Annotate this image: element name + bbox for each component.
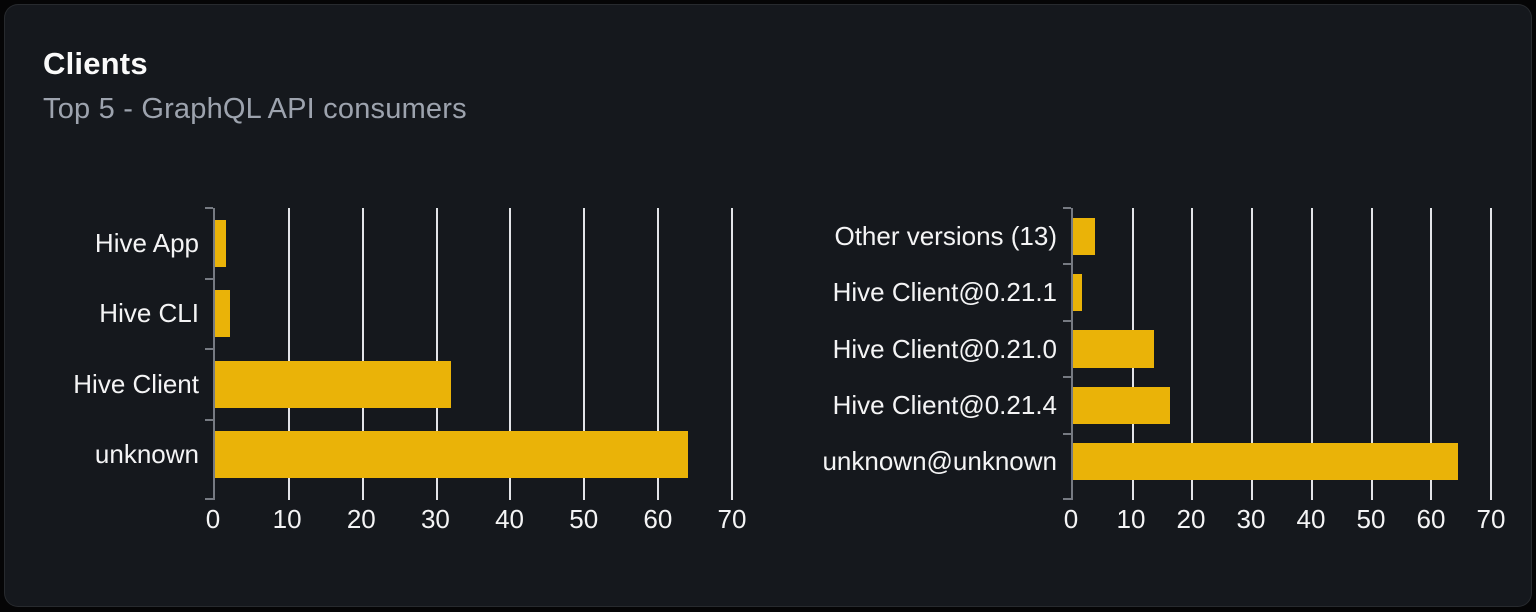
bar[interactable] [1073,330,1154,368]
y-axis-tick [1063,319,1071,322]
gridline [1370,208,1373,500]
bar[interactable] [1073,386,1171,425]
gridline [1310,208,1313,500]
bar[interactable] [215,290,230,337]
gridline [1490,208,1492,500]
category-label: Hive Client@0.21.0 [832,333,1057,364]
bar-row [215,208,732,279]
x-axis-tick-label: 10 [272,504,302,534]
bar[interactable] [1073,274,1082,312]
gridline [435,208,438,500]
category-label: Hive CLI [99,298,199,329]
y-axis-labels: Hive App Hive CLI Hive Client unknown [43,208,213,490]
category-label: Hive Client [73,368,199,399]
gridline [1430,208,1433,500]
clients-bar-chart: Hive App Hive CLI Hive Client unknown 0 10 20… [43,207,747,534]
x-axis-tick-label: 50 [569,504,599,534]
bar-rows [215,208,732,490]
card-subtitle: Top 5 - GraphQL API consumers [43,93,467,125]
x-axis-tick-label: 60 [1416,504,1446,534]
gridline [583,208,586,500]
y-axis-tick [205,207,213,209]
category-label: Other versions (13) [834,220,1057,251]
bar-row [1073,208,1491,264]
category-label: Hive Client@0.21.4 [832,389,1057,420]
category-label: unknown [94,439,199,470]
y-axis-tick [205,418,213,421]
x-axis-tick-label: 40 [495,504,525,534]
bar[interactable] [215,360,452,408]
bar-row [215,279,732,350]
plot-column: 0 10 20 30 40 50 60 70 [1063,207,1506,534]
plot-area [205,207,733,500]
y-axis-tick [1063,376,1071,379]
y-axis-labels: Other versions (13) Hive Client@0.21.1 Hiv… [732,208,1071,490]
category-label: unknown@unknown [822,446,1057,477]
bar-row [1073,434,1491,490]
bar-row [1073,264,1491,320]
bar[interactable] [1073,443,1459,481]
plot-area [1063,207,1492,500]
bar-row [1073,377,1491,433]
x-axis-labels: 0 10 20 30 40 50 60 70 [206,490,747,534]
x-axis-tick-label: 0 [205,504,221,534]
gridline [1191,208,1194,500]
x-axis-tick-label: 20 [346,504,376,534]
gridline [657,208,660,500]
bar[interactable] [215,219,227,267]
y-axis-tick [1063,432,1071,435]
x-axis-tick-label: 0 [1063,504,1079,534]
x-axis-tick-label: 70 [1476,504,1506,534]
clients-card: Clients Top 5 - GraphQL API consumers Hi… [4,4,1532,607]
gridline [361,208,364,500]
client-versions-bar-chart: Other versions (13) Hive Client@0.21.1 Hiv… [732,207,1506,534]
gridline [509,208,512,500]
bar-row [1073,321,1491,377]
bar[interactable] [215,431,688,478]
gridline [1251,208,1254,500]
charts-row: Hive App Hive CLI Hive Client unknown 0 10 20… [43,207,1506,534]
x-axis-tick-label: 50 [1356,504,1386,534]
bar-row [215,420,732,491]
y-axis-tick [205,277,213,280]
bar-rows [1073,208,1491,490]
card-title: Clients [43,46,148,81]
category-label: Hive Client@0.21.1 [832,277,1057,308]
gridline [731,208,733,500]
x-axis-tick-label: 10 [1116,504,1146,534]
x-axis-tick-label: 60 [643,504,673,534]
bar[interactable] [1073,217,1096,255]
category-label: Hive App [94,227,199,258]
y-axis-tick [205,348,213,350]
x-axis-tick-label: 30 [1236,504,1266,534]
x-axis-tick-label: 30 [420,504,450,534]
y-axis-tick [1063,207,1071,209]
plot-column: 0 10 20 30 40 50 60 70 [205,207,747,534]
x-axis-tick-label: 70 [717,504,747,534]
x-axis-tick-label: 20 [1176,504,1206,534]
gridline [287,208,290,500]
y-axis-tick [1063,263,1071,266]
bar-row [215,349,732,420]
x-axis-labels: 0 10 20 30 40 50 60 70 [1064,490,1506,534]
x-axis-tick-label: 40 [1296,504,1326,534]
